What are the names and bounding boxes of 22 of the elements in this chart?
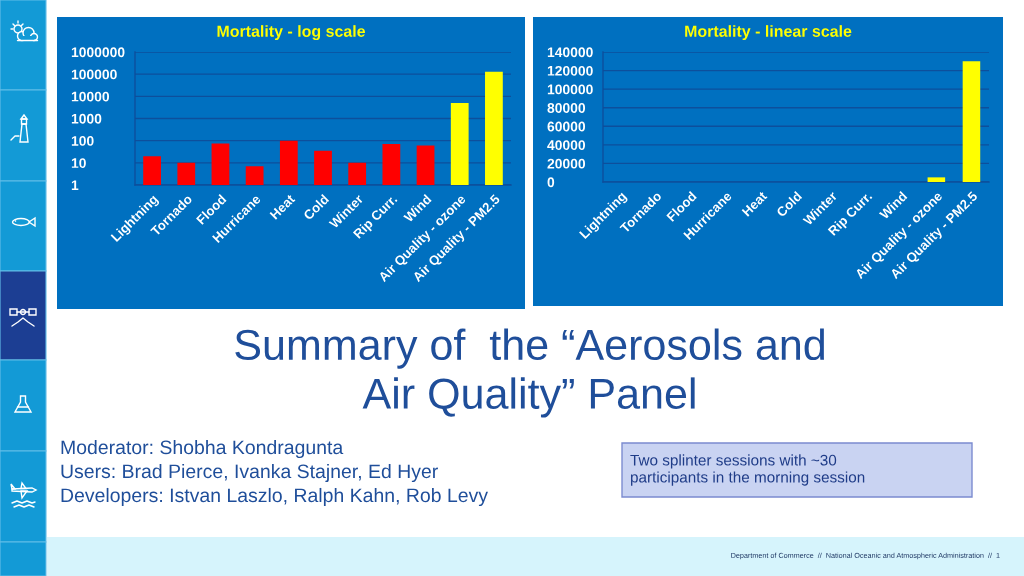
y-tick-label: 1000000 — [71, 47, 125, 58]
y-tick-label: 120000 — [547, 65, 593, 76]
y-tick-label: 1000 — [71, 113, 102, 124]
y-tick-label: 100 — [71, 136, 94, 146]
text: Two splinter sessions with ~30 participants in the morning session — [630, 454, 865, 486]
chart-title: Mortality - log scale — [217, 25, 366, 41]
y-tick-label: 10 — [71, 158, 86, 168]
text: Developers: Istvan Laszlo, Ralph Kahn, Rob Levy — [61, 487, 488, 507]
text: Users: Brad Pierce, Ivanka Stajner, Ed Hyer — [61, 463, 438, 483]
text: Moderator: Shobha Kondragunta — [61, 439, 344, 459]
y-tick-label: 0 — [547, 177, 555, 188]
text: Summary of the “Aerosols and Air Quality” Panel — [235, 328, 824, 418]
y-tick-label: 10000 — [71, 91, 110, 102]
y-tick-label: 100000 — [71, 69, 117, 80]
y-tick-label: 140000 — [547, 47, 593, 58]
y-tick-label: 60000 — [547, 121, 586, 132]
y-tick-label: 20000 — [547, 158, 586, 169]
y-tick-label: 1 — [71, 180, 79, 191]
chart-title: Mortality - linear scale — [685, 25, 852, 41]
y-tick-label: 80000 — [547, 103, 586, 113]
y-tick-label: 100000 — [547, 84, 593, 95]
y-tick-label: 40000 — [547, 140, 586, 151]
